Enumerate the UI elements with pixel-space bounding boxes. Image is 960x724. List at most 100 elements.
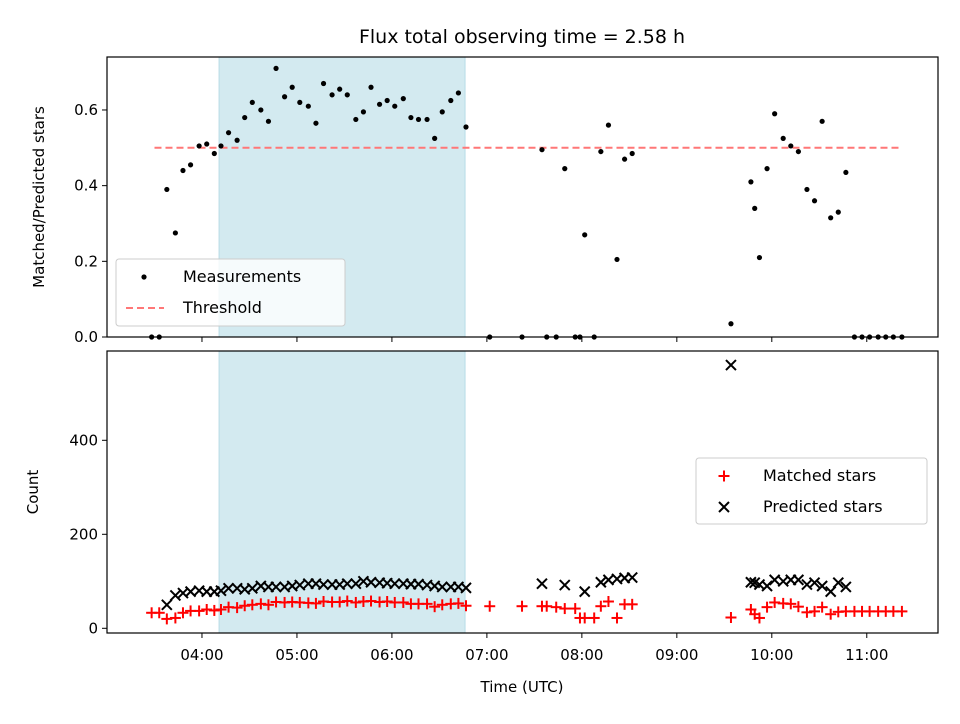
- data-point: [579, 612, 591, 624]
- data-point: [242, 114, 248, 121]
- data-point: [611, 612, 623, 624]
- data-point: [598, 148, 604, 155]
- x-tick-label: 11:00: [845, 646, 888, 664]
- data-point: [484, 600, 496, 612]
- data-point: [792, 601, 804, 613]
- x-tick-label: 10:00: [750, 646, 793, 664]
- data-point: [808, 577, 821, 589]
- data-point: [819, 118, 825, 124]
- data-point: [341, 595, 353, 607]
- data-point: [249, 99, 255, 106]
- data-point: [341, 577, 353, 590]
- data-point: [218, 143, 224, 149]
- data-point: [329, 92, 335, 98]
- legend-box: [695, 457, 928, 525]
- legend: Matched stars Predicted stars: [695, 457, 928, 525]
- data-point: [305, 103, 311, 109]
- data-point: [578, 585, 591, 598]
- data-point: [452, 597, 464, 609]
- data-point: [432, 135, 438, 141]
- data-point: [629, 150, 635, 157]
- data-point: [825, 608, 837, 620]
- data-point: [400, 96, 406, 102]
- y-tick-label: 0.0: [74, 328, 98, 346]
- data-point: [169, 589, 182, 602]
- data-point: [289, 84, 295, 90]
- data-point: [408, 114, 414, 121]
- data-point: [270, 581, 282, 593]
- data-point: [415, 116, 422, 123]
- data-point: [539, 147, 545, 153]
- plot-frame: [106, 56, 939, 338]
- data-point: [439, 109, 445, 115]
- data-point: [368, 84, 374, 90]
- plot-frame: [106, 350, 939, 634]
- data-point: [215, 584, 227, 597]
- legend-label: Matched stars: [763, 466, 876, 485]
- data-point: [516, 600, 528, 612]
- data-point: [728, 321, 734, 327]
- data-point: [360, 109, 367, 115]
- data-point: [310, 597, 322, 609]
- data-point: [320, 80, 327, 87]
- data-point: [559, 579, 571, 591]
- data-point: [384, 97, 390, 104]
- data-point: [281, 94, 288, 100]
- y-tick-label: 0.2: [74, 252, 98, 270]
- data-point: [353, 116, 359, 123]
- legend: Measurements Threshold: [115, 258, 346, 327]
- data-point: [804, 186, 810, 193]
- data-point: [436, 581, 448, 593]
- series-measurements: [149, 65, 905, 340]
- data-point: [337, 86, 343, 92]
- data-point: [421, 598, 433, 610]
- x-tick-label: 05:00: [275, 646, 318, 664]
- data-point: [840, 581, 852, 593]
- data-point: [785, 598, 797, 610]
- data-point: [752, 205, 758, 211]
- data-point: [761, 580, 773, 592]
- data-point: [424, 116, 430, 123]
- y-tick-label: 200: [69, 525, 98, 543]
- data-point: [313, 120, 319, 126]
- data-point: [225, 130, 232, 136]
- data-point: [725, 359, 737, 371]
- legend-label: Predicted stars: [763, 497, 883, 516]
- data-point: [843, 169, 849, 176]
- data-point: [215, 604, 227, 615]
- legend-label: Measurements: [183, 267, 301, 286]
- data-point: [536, 577, 548, 590]
- data-point: [234, 137, 240, 143]
- y-tick-label: 0.6: [74, 101, 98, 119]
- data-point: [725, 611, 737, 623]
- data-point: [788, 143, 794, 149]
- legend-box: [115, 258, 346, 327]
- data-point: [297, 99, 303, 106]
- data-point: [626, 571, 638, 584]
- data-point: [204, 141, 210, 147]
- data-point: [832, 577, 844, 589]
- y-axis-label: Count: [24, 470, 42, 515]
- data-point: [541, 600, 553, 612]
- legend-label: Threshold: [182, 298, 262, 317]
- data-point: [835, 209, 841, 215]
- series-predicted-stars: [161, 359, 852, 611]
- x-tick-label: 04:00: [180, 646, 223, 664]
- data-point: [595, 600, 607, 612]
- data-point: [745, 576, 757, 588]
- series-matched-stars: [146, 595, 908, 625]
- data-point: [811, 198, 818, 204]
- data-point: [258, 107, 264, 113]
- data-point: [780, 135, 786, 141]
- data-point: [828, 215, 834, 221]
- data-point: [196, 143, 202, 149]
- data-point: [222, 582, 235, 595]
- legend-marker: [718, 470, 730, 482]
- data-point: [569, 603, 581, 615]
- data-point: [605, 122, 612, 128]
- top-panel: 0.0 0.2 0.4 0.6 Matched/Predicted stars Measu…: [30, 56, 939, 346]
- data-point: [180, 167, 186, 174]
- data-point: [753, 612, 765, 624]
- data-point: [595, 576, 607, 588]
- y-tick-label: 0.4: [74, 177, 98, 195]
